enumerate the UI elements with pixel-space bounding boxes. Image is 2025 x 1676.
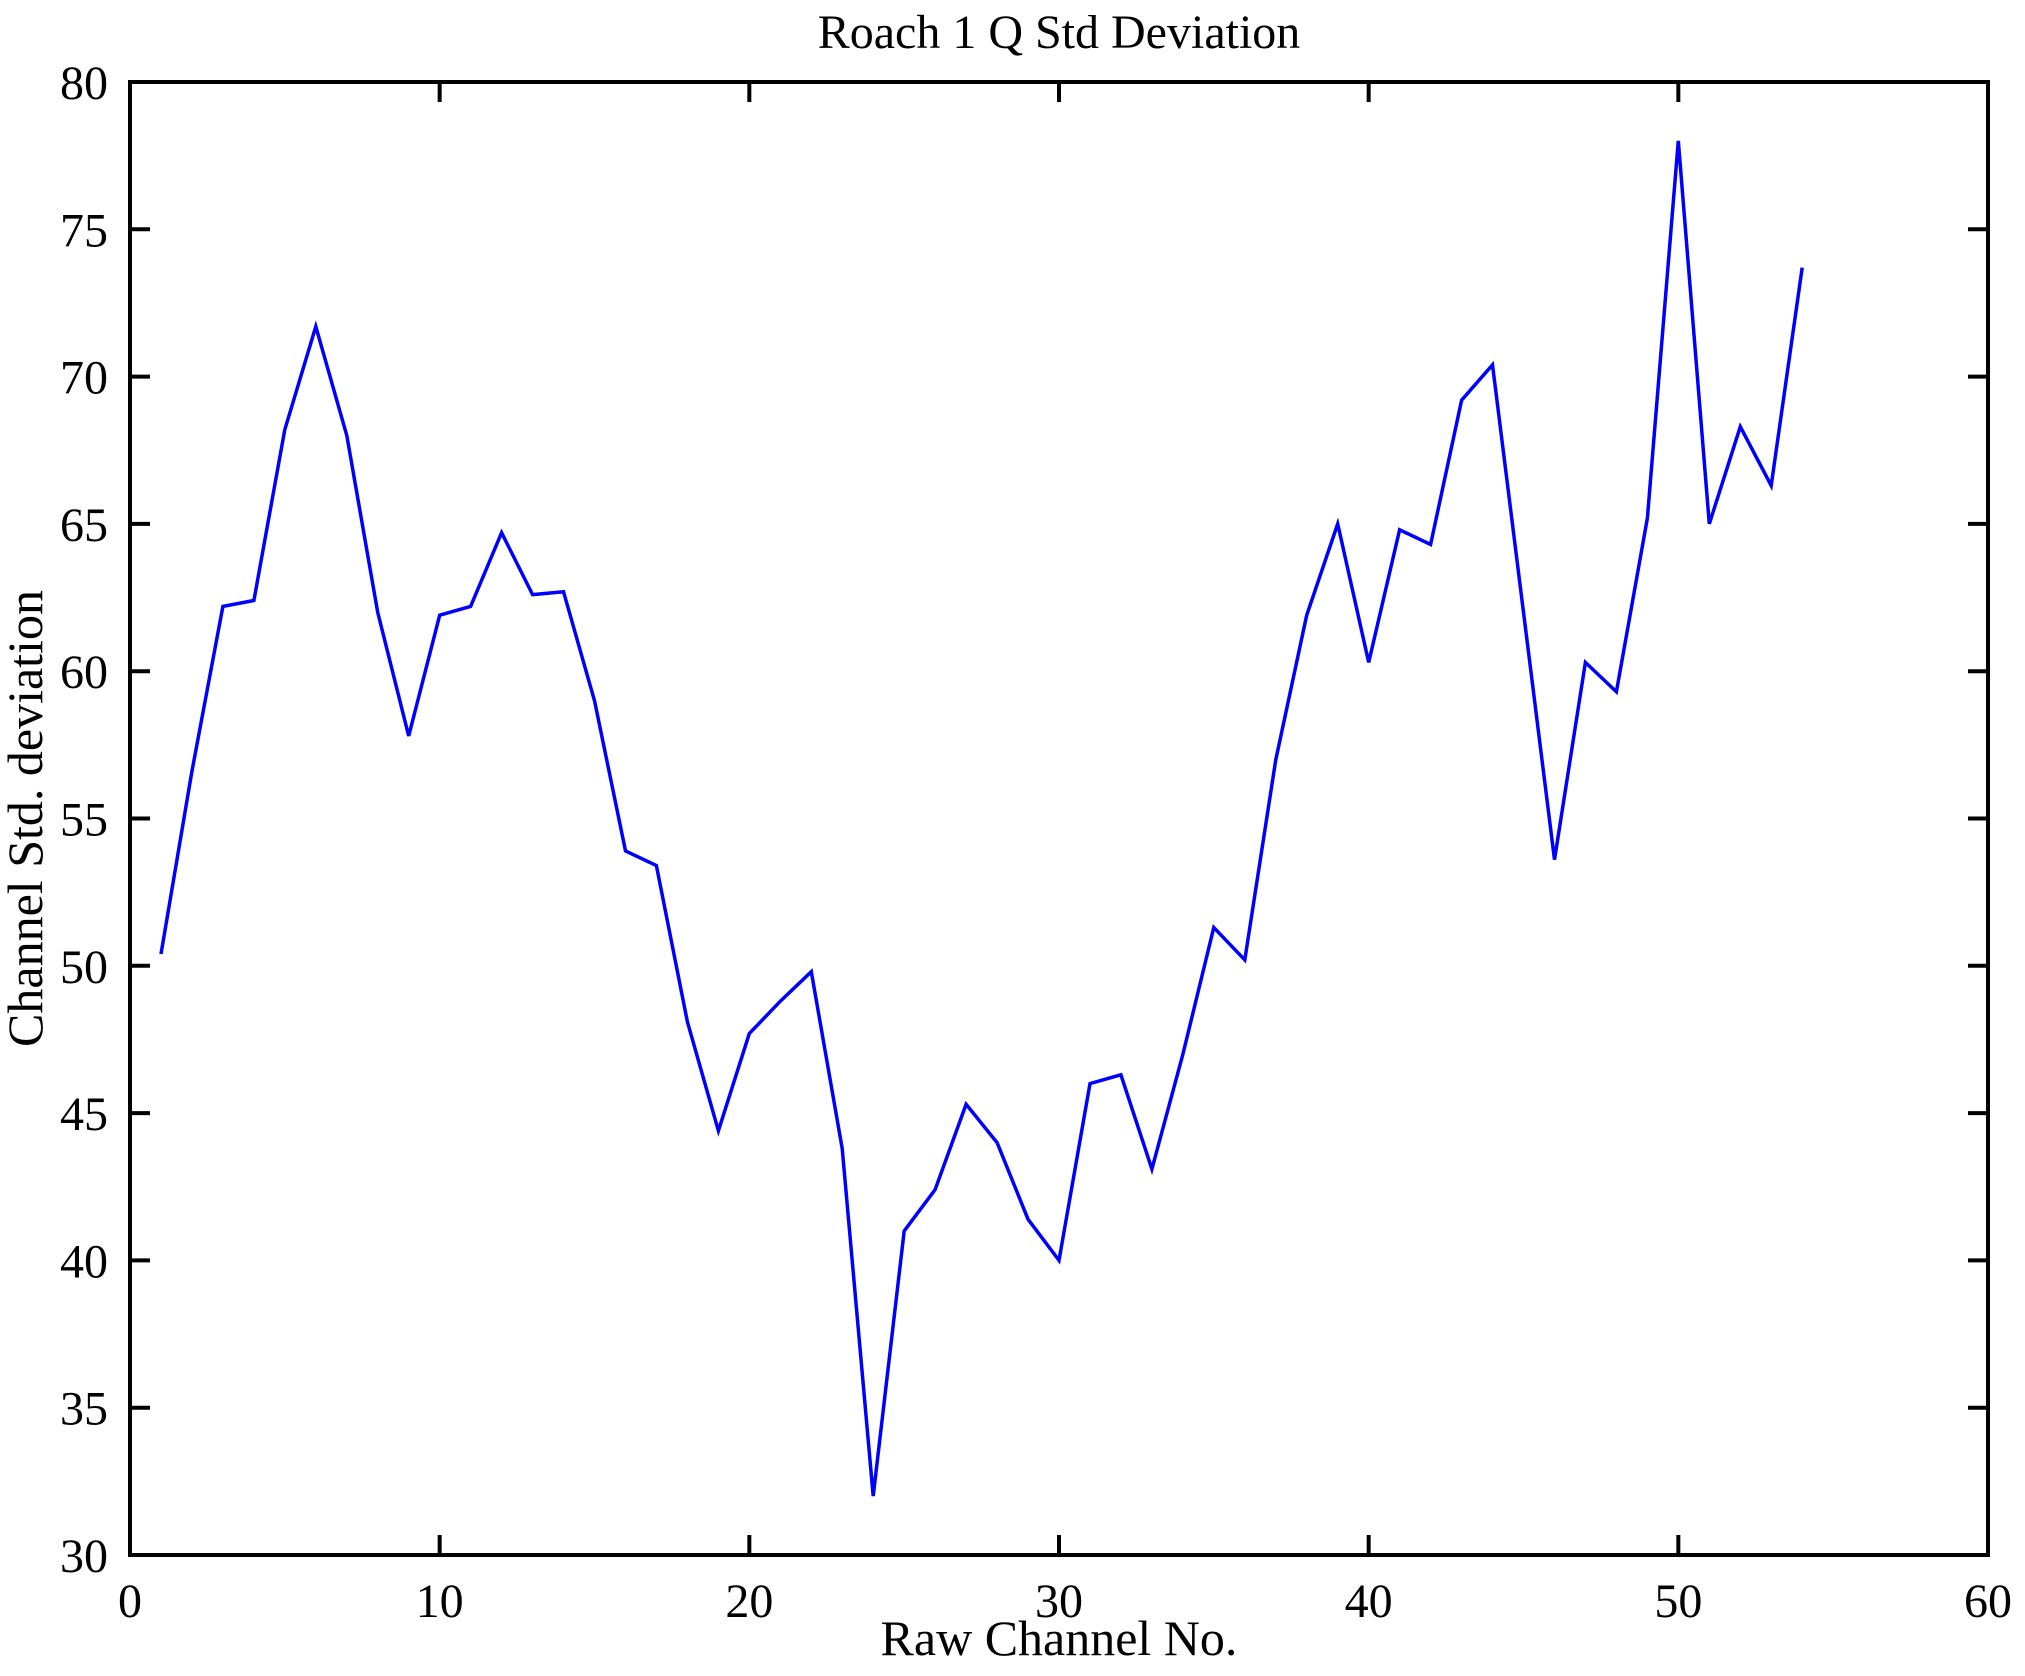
x-tick-label: 60 [1964, 1575, 2012, 1628]
y-tick-label: 65 [60, 499, 108, 552]
plot-box [128, 80, 1990, 1557]
x-tick-label: 0 [118, 1575, 142, 1628]
x-tick-label: 30 [1035, 1575, 1083, 1628]
y-tick-label: 50 [60, 941, 108, 994]
y-axis-label: Channel Std. deviation [0, 590, 53, 1047]
x-tick-label: 50 [1654, 1575, 1702, 1628]
y-tick-label: 40 [60, 1235, 108, 1288]
x-axis-label: Raw Channel No. [881, 1610, 1238, 1666]
y-tick-label: 60 [60, 646, 108, 699]
data-series-line [159, 140, 1804, 1497]
y-tick-label: 55 [60, 794, 108, 847]
y-tick-label: 75 [60, 204, 108, 257]
y-tick-label: 45 [60, 1088, 108, 1141]
x-tick-label: 10 [416, 1575, 464, 1628]
y-tick-label: 70 [60, 352, 108, 405]
chart-title: Roach 1 Q Std Deviation [818, 6, 1301, 59]
y-tick-label: 35 [60, 1383, 108, 1436]
x-tick-label: 20 [725, 1575, 773, 1628]
x-tick-label: 40 [1345, 1575, 1393, 1628]
y-tick-label: 80 [60, 57, 108, 110]
y-tick-label: 30 [60, 1530, 108, 1583]
